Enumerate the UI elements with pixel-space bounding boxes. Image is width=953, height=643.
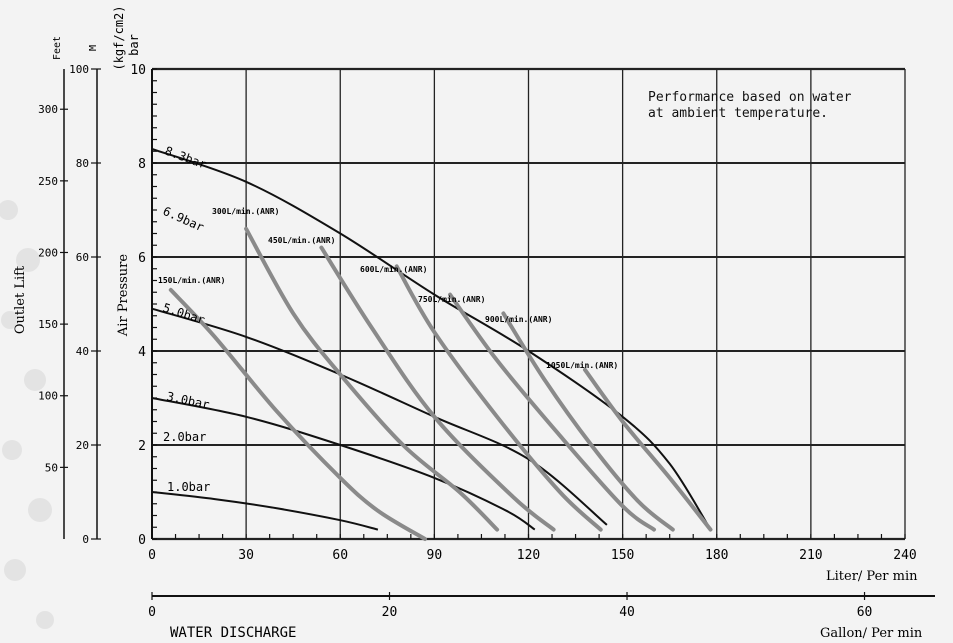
x-tick-label: 150	[611, 548, 634, 563]
y-tick-label: 0	[138, 533, 146, 548]
y-tick-label: 2	[138, 439, 146, 454]
pressure-curves	[151, 147, 712, 531]
background-decoration	[0, 200, 54, 629]
y-tick-label: 6	[138, 251, 146, 266]
feet-tick-label: 100	[38, 390, 58, 403]
x-tick-label: 180	[705, 548, 728, 563]
pressure-curve	[151, 491, 379, 531]
x-tick-label: 30	[238, 548, 254, 563]
x-tick-label: 0	[148, 548, 156, 563]
feet-tick-label: 250	[38, 175, 58, 188]
meter-tick-label: 40	[76, 345, 89, 358]
y-tick-label: 4	[138, 345, 146, 360]
flow-label: 750L/min.(ANR)	[418, 294, 485, 304]
flow-label: 900L/min.(ANR)	[485, 314, 552, 324]
pressure-curve	[151, 397, 536, 531]
y-tick-label: 8	[138, 157, 146, 172]
gallon-tick-label: 60	[857, 605, 873, 620]
flow-label: 300L/min.(ANR)	[212, 206, 279, 216]
flow-curve	[583, 367, 713, 532]
flow-label: 1050L/min.(ANR)	[546, 360, 618, 370]
meter-tick-label: 60	[76, 251, 89, 264]
x-tick-label: 90	[427, 548, 443, 563]
pressure-label: 6.9bar	[161, 204, 206, 234]
x-tick-label: 120	[517, 548, 540, 563]
meter-tick-label: 0	[82, 533, 89, 546]
y-tick-label: 10	[130, 63, 146, 78]
meter-unit-label: M	[88, 45, 99, 51]
pressure-label: 8.3bar	[163, 144, 209, 172]
bar-unit-label: bar	[127, 34, 141, 56]
flow-label: 600L/min.(ANR)	[360, 264, 427, 274]
flow-curve	[501, 311, 675, 532]
x-tick-label: 210	[799, 548, 822, 563]
flow-curve	[394, 264, 603, 532]
flow-label: 150L/min.(ANR)	[158, 275, 225, 285]
feet-tick-label: 300	[38, 103, 58, 116]
outlet-lift-label: Outlet Lift	[13, 265, 28, 334]
pressure-curve	[151, 147, 712, 531]
liter-unit-label: Liter/ Per min	[826, 569, 918, 584]
x-tick-label: 240	[893, 548, 916, 563]
note-line-1: Performance based on water	[648, 90, 852, 105]
kgf-unit-label: (kgf/cm2)	[112, 5, 126, 70]
flow-curve	[448, 292, 656, 532]
meter-tick-label: 80	[76, 157, 89, 170]
flow-label: 450L/min.(ANR)	[268, 235, 335, 245]
flow-curve	[168, 287, 427, 541]
pressure-label: 2.0bar	[163, 430, 206, 444]
water-discharge-label: WATER DISCHARGE	[170, 625, 296, 641]
air-pressure-label: Air Pressure	[116, 254, 131, 337]
gallon-tick-label: 0	[148, 605, 156, 620]
gallon-tick-label: 40	[619, 605, 635, 620]
pressure-label: 1.0bar	[167, 480, 210, 494]
flow-curve	[319, 245, 556, 532]
x-tick-label: 60	[332, 548, 348, 563]
note-line-2: at ambient temperature.	[648, 106, 829, 121]
flow-curve	[244, 226, 500, 532]
chart-axes	[60, 68, 935, 600]
flow-curves	[168, 226, 713, 541]
feet-tick-label: 200	[38, 246, 58, 259]
gallon-tick-label: 20	[382, 605, 398, 620]
meter-tick-label: 20	[76, 439, 89, 452]
feet-tick-label: 50	[45, 461, 58, 474]
chart-note: Performance based on water at ambient te…	[648, 90, 852, 122]
gallon-unit-label: Gallon/ Per min	[820, 626, 923, 641]
feet-tick-label: 150	[38, 318, 58, 331]
chart-grid	[152, 67, 906, 541]
pressure-label: 3.0bar	[165, 389, 210, 412]
meter-tick-label: 100	[69, 63, 89, 76]
feet-unit-label: Feet	[52, 36, 63, 60]
